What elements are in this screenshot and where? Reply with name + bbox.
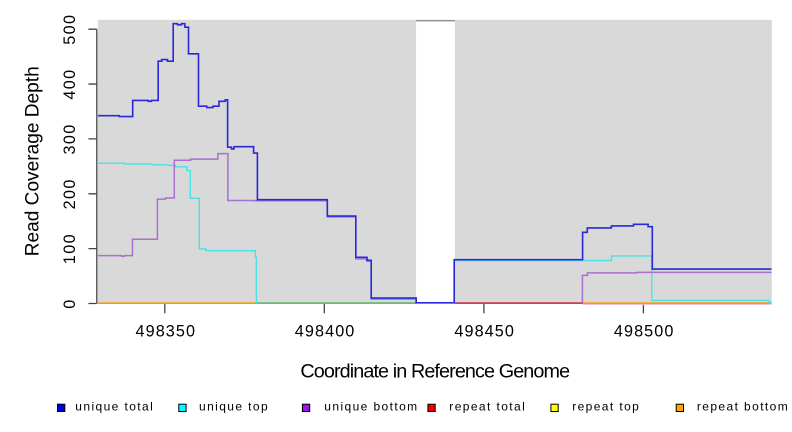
svg-text:Read Coverage Depth: Read Coverage Depth bbox=[23, 66, 44, 256]
svg-text:400: 400 bbox=[61, 68, 79, 99]
svg-text:498450: 498450 bbox=[454, 323, 515, 341]
svg-text:unique total: unique total bbox=[75, 399, 154, 413]
svg-text:498400: 498400 bbox=[295, 323, 356, 341]
svg-text:repeat top: repeat top bbox=[572, 399, 640, 413]
svg-text:unique top: unique top bbox=[199, 399, 269, 413]
svg-text:300: 300 bbox=[61, 123, 79, 154]
svg-text:498500: 498500 bbox=[614, 323, 675, 341]
svg-text:unique bottom: unique bottom bbox=[324, 399, 418, 413]
svg-text:200: 200 bbox=[61, 178, 79, 209]
svg-text:498350: 498350 bbox=[135, 323, 196, 341]
svg-text:0: 0 bbox=[61, 298, 79, 308]
svg-text:repeat total: repeat total bbox=[449, 399, 526, 413]
svg-text:500: 500 bbox=[61, 14, 79, 45]
svg-text:Coordinate in Reference Genome: Coordinate in Reference Genome bbox=[300, 361, 570, 383]
svg-text:repeat bottom: repeat bottom bbox=[697, 399, 789, 413]
svg-text:100: 100 bbox=[61, 233, 79, 264]
